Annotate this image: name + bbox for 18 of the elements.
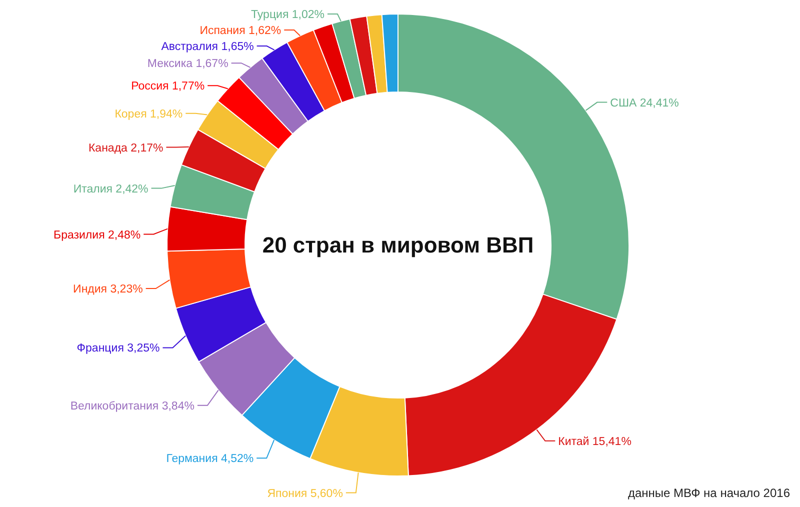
text: 20 стран в мировом ВВП: [262, 232, 534, 258]
slice-label: Япония 5,60%: [267, 488, 343, 500]
slice-label: Турция 1,02%: [251, 9, 324, 22]
slice-label: Канада 2,17%: [88, 142, 164, 154]
slice-label: США 24,41%: [610, 97, 679, 110]
slice-label: Франция 3,25%: [76, 342, 160, 355]
slice-label: Великобритания 3,84%: [70, 400, 194, 412]
slice-label: Мексика 1,67%: [147, 58, 228, 70]
slice-label: Австралия 1,65%: [161, 41, 254, 54]
slice-label: Италия 2,42%: [73, 183, 148, 196]
slice-label: Корея 1,94%: [114, 108, 183, 120]
slice-label: Бразилия 2,48%: [54, 229, 141, 242]
slice-label: Россия 1,77%: [131, 80, 205, 93]
slice-label: Испания 1,62%: [200, 25, 282, 38]
text: данные МВФ на начало 2016: [628, 486, 790, 500]
slice-label: Германия 4,52%: [166, 453, 254, 466]
slice-label: Китай 15,41%: [558, 436, 632, 448]
slice-label: Индия 3,23%: [73, 284, 143, 296]
